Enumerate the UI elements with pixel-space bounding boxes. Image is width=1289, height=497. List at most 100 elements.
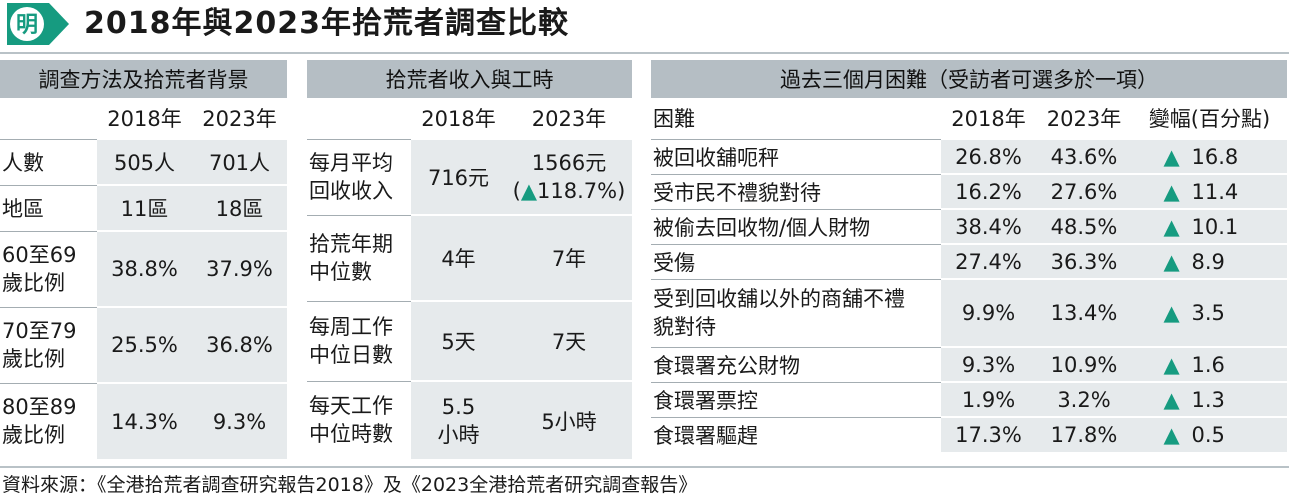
table-row: 每天工作中位時數 5.5小時 5小時 <box>307 380 632 459</box>
table-row: 受市民不禮貌對待 16.2% 27.6% ▲ 11.4 <box>651 173 1287 209</box>
value-2023: 7天 <box>506 300 632 381</box>
value-2018: 11區 <box>97 184 192 231</box>
income-2023: 1566元 <box>531 151 607 175</box>
value-2018: 505人 <box>97 138 192 185</box>
value-2023: 17.8% <box>1036 416 1132 452</box>
change-header: 變幅(百分點) <box>1148 107 1271 131</box>
table-row: 被偷去回收物/個人財物 38.4% 48.5% ▲ 10.1 <box>651 208 1287 244</box>
year-2023-header: 2023年 <box>531 107 607 131</box>
table-row: 80至89歲比例 14.3% 9.3% <box>0 382 287 459</box>
paren-close: ) <box>617 179 626 203</box>
change-cell: ▲ 1.6 <box>1132 346 1287 382</box>
row-label: 食環署充公財物 <box>651 346 941 382</box>
value-2018: 9.3% <box>941 346 1036 382</box>
up-triangle-icon: ▲ <box>520 179 538 203</box>
value-2018: 4年 <box>411 214 506 301</box>
value-2023: 43.6% <box>1036 138 1132 174</box>
row-label: 地區 <box>0 184 97 231</box>
row-label: 受傷 <box>651 243 941 279</box>
value-2018: 17.3% <box>941 416 1036 452</box>
change-cell: ▲ 16.8 <box>1132 138 1287 174</box>
change-value: 3.5 <box>1191 301 1225 325</box>
panel-heading: 過去三個月困難（受訪者可選多於一項） <box>651 60 1287 98</box>
empty-cell <box>307 98 411 139</box>
change-value: 8.9 <box>1191 249 1225 274</box>
footer-divider <box>0 466 1289 468</box>
table-row: 食環署票控 1.9% 3.2% ▲ 1.3 <box>651 381 1287 417</box>
value-2018: 716元 <box>411 138 506 215</box>
paren-open: ( <box>512 179 521 203</box>
up-triangle-icon: ▲ <box>1163 387 1180 412</box>
value-2023: 18區 <box>192 184 287 231</box>
change-value: 10.1 <box>1191 214 1239 239</box>
value-2018: 1.9% <box>941 381 1036 417</box>
title-divider <box>0 52 1289 54</box>
change-value: 0.5 <box>1191 423 1225 447</box>
year-2023-header: 2023年 <box>1046 107 1122 131</box>
row-label: 70至79歲比例 <box>0 306 97 383</box>
row-label: 每周工作中位日數 <box>307 300 411 381</box>
value-2018: 5天 <box>411 300 506 381</box>
page-title: 2018年與2023年拾荒者調查比較 <box>84 6 569 41</box>
row-label: 60至69歲比例 <box>0 230 97 307</box>
change-value: 1.3 <box>1191 387 1225 412</box>
change-cell: ▲ 1.3 <box>1132 381 1287 417</box>
change-value: 1.6 <box>1191 352 1225 377</box>
income-change: (▲118.7%) <box>506 177 632 205</box>
panel-income-hours: 拾荒者收入與工時 2018年 2023年 每月平均回收收入 716元 1566元… <box>307 60 632 459</box>
change-value: 16.8 <box>1191 144 1239 169</box>
logo-glyph: 明 <box>16 12 38 38</box>
value-2023: 13.4% <box>1036 278 1132 347</box>
row-label: 80至89歲比例 <box>0 382 97 459</box>
table-row: 地區 11區 18區 <box>0 184 287 231</box>
row-label: 拾荒年期中位數 <box>307 214 411 301</box>
value-2018: 14.3% <box>97 382 192 459</box>
panel-heading: 調查方法及拾荒者背景 <box>0 60 287 98</box>
panel-difficulties: 過去三個月困難（受訪者可選多於一項） 困難 2018年 2023年 變幅(百分點… <box>651 60 1287 452</box>
source-note: 資料來源：《全港拾荒者調查研究報告2018》及《2023全港拾荒者研究調查報告》 <box>2 474 698 496</box>
up-triangle-icon: ▲ <box>1163 352 1180 377</box>
up-triangle-icon: ▲ <box>1163 214 1180 239</box>
value-2018: 5.5小時 <box>411 380 506 459</box>
value-2023: 9.3% <box>192 382 287 459</box>
value-2018: 27.4% <box>941 243 1036 279</box>
table-row: 人數 505人 701人 <box>0 138 287 185</box>
change-cell: ▲ 11.4 <box>1132 173 1287 209</box>
table-row: 受到回收舖以外的商舖不禮貌對待 9.9% 13.4% ▲ 3.5 <box>651 278 1287 347</box>
row-label: 受到回收舖以外的商舖不禮貌對待 <box>651 278 941 347</box>
table-row: 70至79歲比例 25.5% 36.8% <box>0 306 287 383</box>
value-2023: 10.9% <box>1036 346 1132 382</box>
change-cell: ▲ 8.9 <box>1132 243 1287 279</box>
year-2018-header: 2018年 <box>951 107 1026 131</box>
value-2018: 38.4% <box>941 208 1036 244</box>
row-label: 受市民不禮貌對待 <box>651 173 941 209</box>
income-table: 2018年 2023年 每月平均回收收入 716元 1566元 (▲118.7%… <box>307 98 632 459</box>
value-2018: 26.8% <box>941 138 1036 174</box>
year-2018-header: 2018年 <box>107 107 182 131</box>
panel-background: 調查方法及拾荒者背景 2018年 2023年 人數 505人 701人 地區 1… <box>0 60 287 459</box>
change-value: 11.4 <box>1191 179 1239 204</box>
difficulties-table: 困難 2018年 2023年 變幅(百分點) 被回收舖呃秤 26.8% 43.6… <box>651 98 1287 452</box>
up-triangle-icon: ▲ <box>1163 423 1180 447</box>
value-2023: 36.8% <box>192 306 287 383</box>
value-2018: 16.2% <box>941 173 1036 209</box>
value-2023: 3.2% <box>1036 381 1132 417</box>
table-row: 食環署驅趕 17.3% 17.8% ▲ 0.5 <box>651 416 1287 452</box>
change-cell: ▲ 3.5 <box>1132 278 1287 347</box>
panel-heading: 拾荒者收入與工時 <box>307 60 632 98</box>
value-2023: 1566元 (▲118.7%) <box>506 138 632 215</box>
table-row: 60至69歲比例 38.8% 37.9% <box>0 230 287 307</box>
change-cell: ▲ 10.1 <box>1132 208 1287 244</box>
change-cell: ▲ 0.5 <box>1132 416 1287 452</box>
table-row: 食環署充公財物 9.3% 10.9% ▲ 1.6 <box>651 346 1287 382</box>
value-2023: 701人 <box>192 138 287 185</box>
table-header-row: 2018年 2023年 <box>0 98 287 139</box>
value-2023: 27.6% <box>1036 173 1132 209</box>
value-2023: 7年 <box>506 214 632 301</box>
up-triangle-icon: ▲ <box>1163 301 1180 325</box>
row-label: 食環署驅趕 <box>651 416 941 452</box>
value-2023: 37.9% <box>192 230 287 307</box>
table-header-row: 困難 2018年 2023年 變幅(百分點) <box>651 98 1287 139</box>
value-2018: 25.5% <box>97 306 192 383</box>
value-2023: 48.5% <box>1036 208 1132 244</box>
